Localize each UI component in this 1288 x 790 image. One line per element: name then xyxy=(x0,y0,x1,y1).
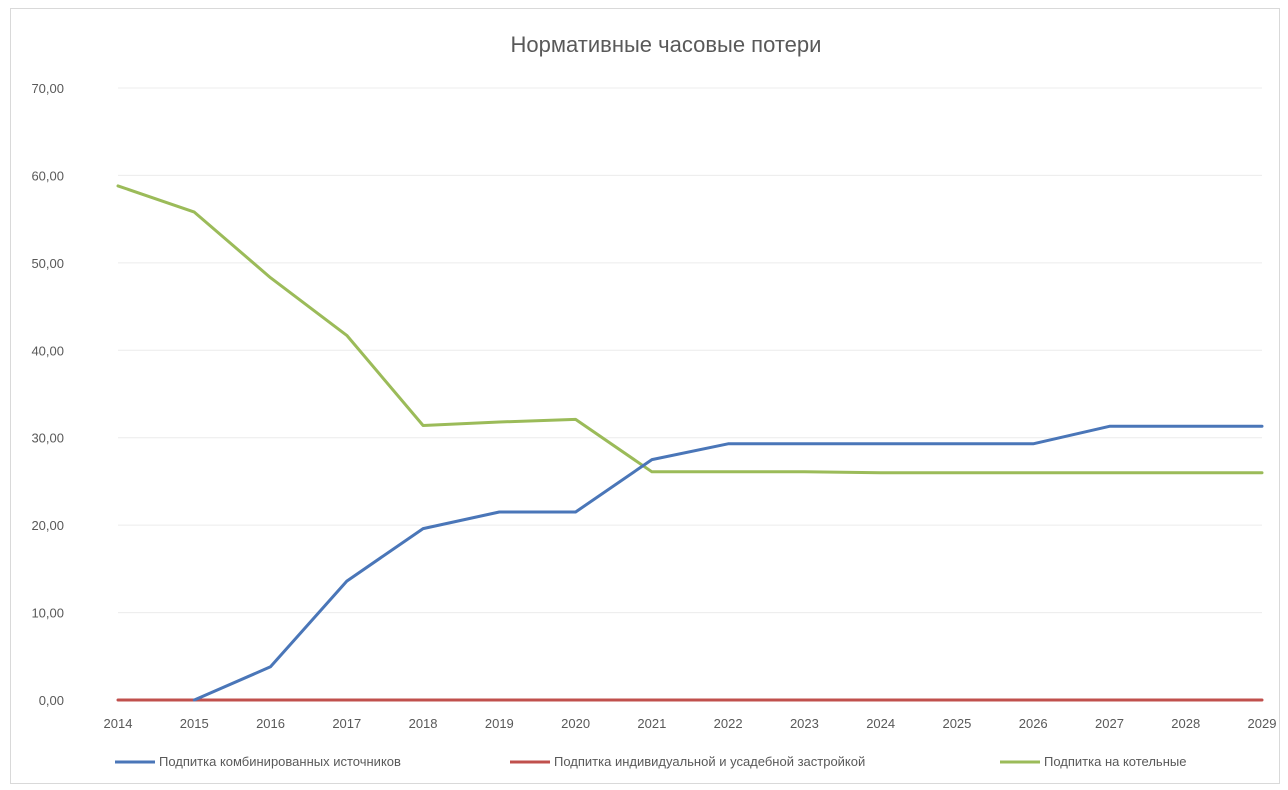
legend-label-1: Подпитка индивидуальной и усадебной заст… xyxy=(554,754,865,769)
series-line-0 xyxy=(192,424,1264,702)
x-tick-label: 2017 xyxy=(332,716,361,731)
x-tick-label: 2018 xyxy=(409,716,438,731)
y-tick-label: 60,00 xyxy=(31,168,64,183)
legend: Подпитка комбинированных источников Подпи… xyxy=(115,754,1186,769)
y-tick-label: 10,00 xyxy=(31,606,64,621)
x-tick-label: 2021 xyxy=(637,716,666,731)
legend-label-0: Подпитка комбинированных источников xyxy=(159,754,401,769)
x-tick-label: 2029 xyxy=(1248,716,1277,731)
x-tick-label: 2020 xyxy=(561,716,590,731)
y-tick-label: 20,00 xyxy=(31,518,64,533)
y-tick-label: 30,00 xyxy=(31,431,64,446)
x-tick-label: 2016 xyxy=(256,716,285,731)
x-tick-label: 2027 xyxy=(1095,716,1124,731)
y-tick-label: 50,00 xyxy=(31,256,64,271)
y-tick-label: 40,00 xyxy=(31,343,64,358)
x-tick-label: 2015 xyxy=(180,716,209,731)
x-tick-label: 2025 xyxy=(942,716,971,731)
y-axis-ticks: 0,00 10,00 20,00 30,00 40,00 50,00 60,00 70,00 xyxy=(31,81,64,708)
x-tick-label: 2023 xyxy=(790,716,819,731)
x-tick-label: 2028 xyxy=(1171,716,1200,731)
legend-label-2: Подпитка на котельные xyxy=(1044,754,1186,769)
x-tick-label: 2019 xyxy=(485,716,514,731)
x-tick-label: 2014 xyxy=(104,716,133,731)
chart-frame xyxy=(10,8,1280,784)
x-axis-ticks: 2014 2015 2016 2017 2018 2019 2020 2021 2022 2023… xyxy=(104,716,1277,731)
x-tick-label: 2022 xyxy=(714,716,743,731)
gridlines xyxy=(118,87,1262,701)
x-tick-label: 2026 xyxy=(1019,716,1048,731)
y-tick-label: 70,00 xyxy=(31,81,64,96)
series-lines xyxy=(116,184,1264,702)
chart-title: Нормативные часовые потери xyxy=(511,32,822,57)
x-tick-label: 2024 xyxy=(866,716,895,731)
series-line-2 xyxy=(116,184,1264,475)
y-tick-label: 0,00 xyxy=(39,693,64,708)
